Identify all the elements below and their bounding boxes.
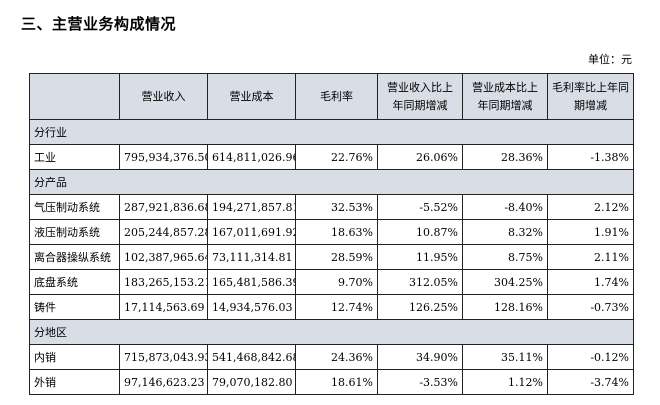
row-label: 底盘系统 <box>29 269 120 295</box>
cost-cell: 614,811,026.96 <box>207 144 296 170</box>
revenue-change-cell: -3.53% <box>377 369 463 395</box>
revenue-change-cell: 126.25% <box>377 294 463 320</box>
revenue-cell: 795,934,376.50 <box>119 144 208 170</box>
table-row: 离合器操纵系统 102,387,965.64 73,111,314.81 28.… <box>29 244 634 270</box>
header-cell <box>29 73 120 120</box>
header-cell: 营业成本 <box>207 73 296 120</box>
revenue-cell: 97,146,623.23 <box>119 369 208 395</box>
revenue-change-cell: 26.06% <box>377 144 463 170</box>
table-row: 工业 795,934,376.50 614,811,026.96 22.76% … <box>29 144 634 170</box>
unit-label: 单位：元 <box>588 53 632 66</box>
cost-cell: 14,934,576.03 <box>207 294 296 320</box>
cost-change-cell: 1.12% <box>462 369 548 395</box>
row-label: 离合器操纵系统 <box>29 244 120 270</box>
section-label: 分行业 <box>29 119 634 145</box>
table-row: 气压制动系统 287,921,836.68 194,271,857.81 32.… <box>29 194 634 220</box>
row-label: 液压制动系统 <box>29 219 120 245</box>
revenue-cell: 17,114,563.69 <box>119 294 208 320</box>
revenue-change-cell: -5.52% <box>377 194 463 220</box>
header-cell: 营业收入比上年同期增减 <box>377 73 463 120</box>
cost-change-cell: 128.16% <box>462 294 548 320</box>
margin-change-cell: -1.38% <box>547 144 634 170</box>
revenue-cell: 715,873,043.93 <box>119 344 208 370</box>
revenue-change-cell: 34.90% <box>377 344 463 370</box>
margin-change-cell: 2.11% <box>547 244 634 270</box>
section-row: 分产品 <box>29 169 634 195</box>
cost-cell: 73,111,314.81 <box>207 244 296 270</box>
gross-margin-cell: 24.36% <box>295 344 378 370</box>
header-cell: 营业成本比上年同期增减 <box>462 73 548 120</box>
cost-change-cell: 8.75% <box>462 244 548 270</box>
cost-cell: 165,481,586.39 <box>207 269 296 295</box>
gross-margin-cell: 18.61% <box>295 369 378 395</box>
margin-change-cell: -3.74% <box>547 369 634 395</box>
section-label: 分产品 <box>29 169 634 195</box>
revenue-cell: 287,921,836.68 <box>119 194 208 220</box>
margin-change-cell: -0.12% <box>547 344 634 370</box>
cost-cell: 167,011,691.92 <box>207 219 296 245</box>
cost-cell: 194,271,857.81 <box>207 194 296 220</box>
cost-change-cell: 8.32% <box>462 219 548 245</box>
header-cell: 毛利率 <box>295 73 378 120</box>
table-row: 液压制动系统 205,244,857.28 167,011,691.92 18.… <box>29 219 634 245</box>
gross-margin-cell: 12.74% <box>295 294 378 320</box>
cost-cell: 541,468,842.68 <box>207 344 296 370</box>
table-row: 内销 715,873,043.93 541,468,842.68 24.36% … <box>29 344 634 370</box>
row-label: 外销 <box>29 369 120 395</box>
cost-cell: 79,070,182.80 <box>207 369 296 395</box>
cost-change-cell: 28.36% <box>462 144 548 170</box>
revenue-change-cell: 10.87% <box>377 219 463 245</box>
cost-change-cell: 35.11% <box>462 344 548 370</box>
row-label: 内销 <box>29 344 120 370</box>
margin-change-cell: 1.74% <box>547 269 634 295</box>
revenue-cell: 205,244,857.28 <box>119 219 208 245</box>
table-row: 外销 97,146,623.23 79,070,182.80 18.61% -3… <box>29 369 634 395</box>
main-business-table: 营业收入 营业成本 毛利率 营业收入比上年同期增减 营业成本比上年同期增减 毛利… <box>29 73 634 395</box>
row-label: 铸件 <box>29 294 120 320</box>
section-label: 分地区 <box>29 319 634 345</box>
gross-margin-cell: 22.76% <box>295 144 378 170</box>
margin-change-cell: 1.91% <box>547 219 634 245</box>
header-cell: 毛利率比上年同期增减 <box>547 73 634 120</box>
row-label: 气压制动系统 <box>29 194 120 220</box>
revenue-cell: 102,387,965.64 <box>119 244 208 270</box>
margin-change-cell: -0.73% <box>547 294 634 320</box>
gross-margin-cell: 32.53% <box>295 194 378 220</box>
cost-change-cell: -8.40% <box>462 194 548 220</box>
table-row: 底盘系统 183,265,153.21 165,481,586.39 9.70%… <box>29 269 634 295</box>
margin-change-cell: 2.12% <box>547 194 634 220</box>
gross-margin-cell: 18.63% <box>295 219 378 245</box>
revenue-cell: 183,265,153.21 <box>119 269 208 295</box>
section-title: 三、主营业务构成情况 <box>21 15 177 33</box>
revenue-change-cell: 11.95% <box>377 244 463 270</box>
gross-margin-cell: 9.70% <box>295 269 378 295</box>
row-label: 工业 <box>29 144 120 170</box>
cost-change-cell: 304.25% <box>462 269 548 295</box>
revenue-change-cell: 312.05% <box>377 269 463 295</box>
header-row: 营业收入 营业成本 毛利率 营业收入比上年同期增减 营业成本比上年同期增减 毛利… <box>29 73 634 120</box>
header-cell: 营业收入 <box>119 73 208 120</box>
section-row: 分行业 <box>29 119 634 145</box>
table-row: 铸件 17,114,563.69 14,934,576.03 12.74% 12… <box>29 294 634 320</box>
section-row: 分地区 <box>29 319 634 345</box>
gross-margin-cell: 28.59% <box>295 244 378 270</box>
